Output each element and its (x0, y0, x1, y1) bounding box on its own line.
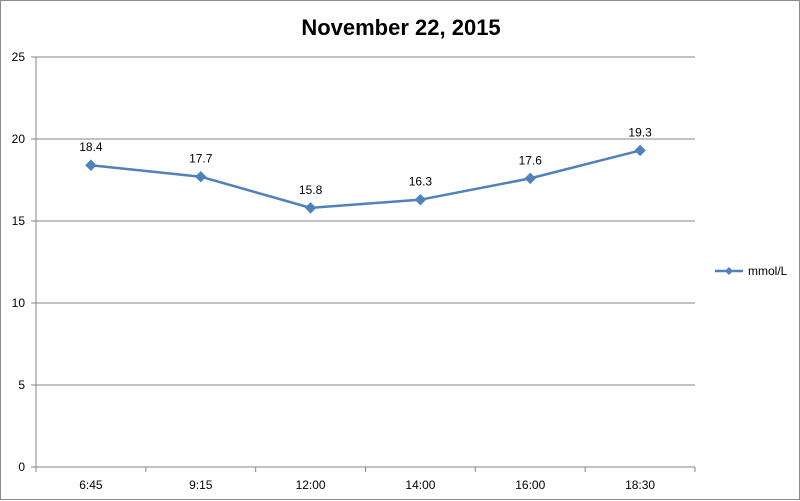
data-label: 15.8 (299, 183, 323, 197)
y-tick-label: 10 (12, 296, 26, 310)
data-labels: 18.4 17.7 15.8 16.3 17.6 19.3 (79, 125, 652, 196)
legend: mmol/L (715, 264, 788, 278)
data-point-marker (524, 172, 536, 185)
data-label: 17.6 (519, 153, 543, 167)
data-point-marker (85, 159, 97, 171)
y-tick-label: 20 (12, 132, 26, 146)
legend-label: mmol/L (748, 264, 788, 278)
x-tick-label: 14:00 (405, 478, 435, 492)
series (85, 144, 646, 214)
x-tick-label: 12:00 (296, 478, 326, 492)
x-tick-label: 9:15 (189, 478, 213, 492)
data-label: 19.3 (628, 125, 652, 139)
x-tick-label: 16:00 (515, 478, 545, 492)
data-point-marker (304, 202, 317, 214)
y-tick-label: 15 (12, 214, 26, 228)
x-tick-label: 18:30 (625, 478, 655, 492)
chart-title: November 22, 2015 (301, 15, 500, 40)
axes: 0 5 10 15 20 25 6:45 9:15 12:00 14:00 16:00 18:30 (12, 50, 696, 492)
x-tick-label: 6:45 (79, 478, 103, 492)
series-line-mmol-l (90, 149, 641, 210)
data-label: 18.4 (79, 140, 103, 154)
data-label: 17.7 (189, 152, 213, 166)
data-point-marker (195, 171, 207, 183)
y-tick-label: 25 (12, 50, 26, 64)
y-tick-label: 0 (18, 460, 25, 474)
gridlines (36, 56, 695, 386)
data-point-marker (634, 144, 646, 157)
data-point-marker (414, 193, 427, 206)
legend-marker-icon (725, 267, 733, 275)
y-tick-label: 5 (18, 378, 25, 392)
data-label: 16.3 (409, 175, 433, 189)
